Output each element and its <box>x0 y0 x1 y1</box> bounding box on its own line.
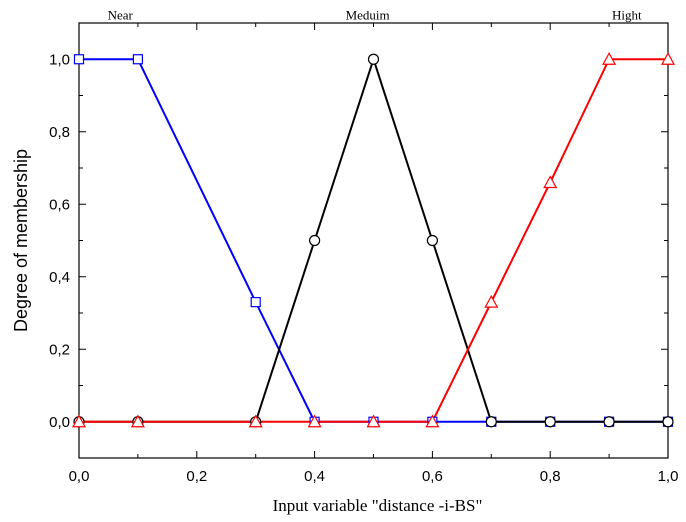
x-tick-label: 0,2 <box>186 468 207 485</box>
y-tick-label: 0,4 <box>49 269 70 286</box>
annotation-label: Near <box>108 7 134 22</box>
y-tick-label: 0,2 <box>49 341 70 358</box>
series-line <box>79 58 668 423</box>
data-point <box>248 414 263 428</box>
data-point <box>484 294 499 308</box>
data-point <box>425 414 440 428</box>
data-point <box>660 51 676 65</box>
plot-frame <box>78 22 669 459</box>
data-point <box>130 414 145 428</box>
x-tick-label: 0,4 <box>304 468 325 485</box>
data-point <box>250 297 261 308</box>
data-point <box>71 414 87 428</box>
y-tick-label: 0,6 <box>49 196 70 213</box>
y-axis-title: Degree of membership <box>11 149 31 332</box>
data-point <box>73 54 85 65</box>
x-tick-label: 0,6 <box>422 468 443 485</box>
data-point <box>307 414 322 428</box>
data-point <box>662 416 674 428</box>
annotation-label: Hight <box>612 7 642 22</box>
x-axis-title: Input variable "distance -i-BS" <box>273 496 483 515</box>
annotation-label: Meduim <box>346 7 390 22</box>
data-point <box>132 54 143 65</box>
data-point <box>602 51 617 65</box>
data-point <box>367 53 380 65</box>
data-point <box>543 175 558 189</box>
y-tick-label: 0,8 <box>49 124 70 141</box>
data-point <box>309 234 321 247</box>
data-point <box>603 416 615 428</box>
series-line <box>79 58 668 423</box>
data-point <box>426 234 438 247</box>
data-point <box>366 414 381 428</box>
x-tick-label: 0,8 <box>540 468 561 485</box>
data-point <box>485 416 497 428</box>
y-tick-label: 1,0 <box>49 51 70 68</box>
y-tick-label: 0,0 <box>49 414 70 431</box>
x-tick-label: 0,0 <box>69 468 90 485</box>
x-tick-label: 1,0 <box>658 468 679 485</box>
data-point <box>544 416 556 428</box>
series-line <box>79 56 668 423</box>
